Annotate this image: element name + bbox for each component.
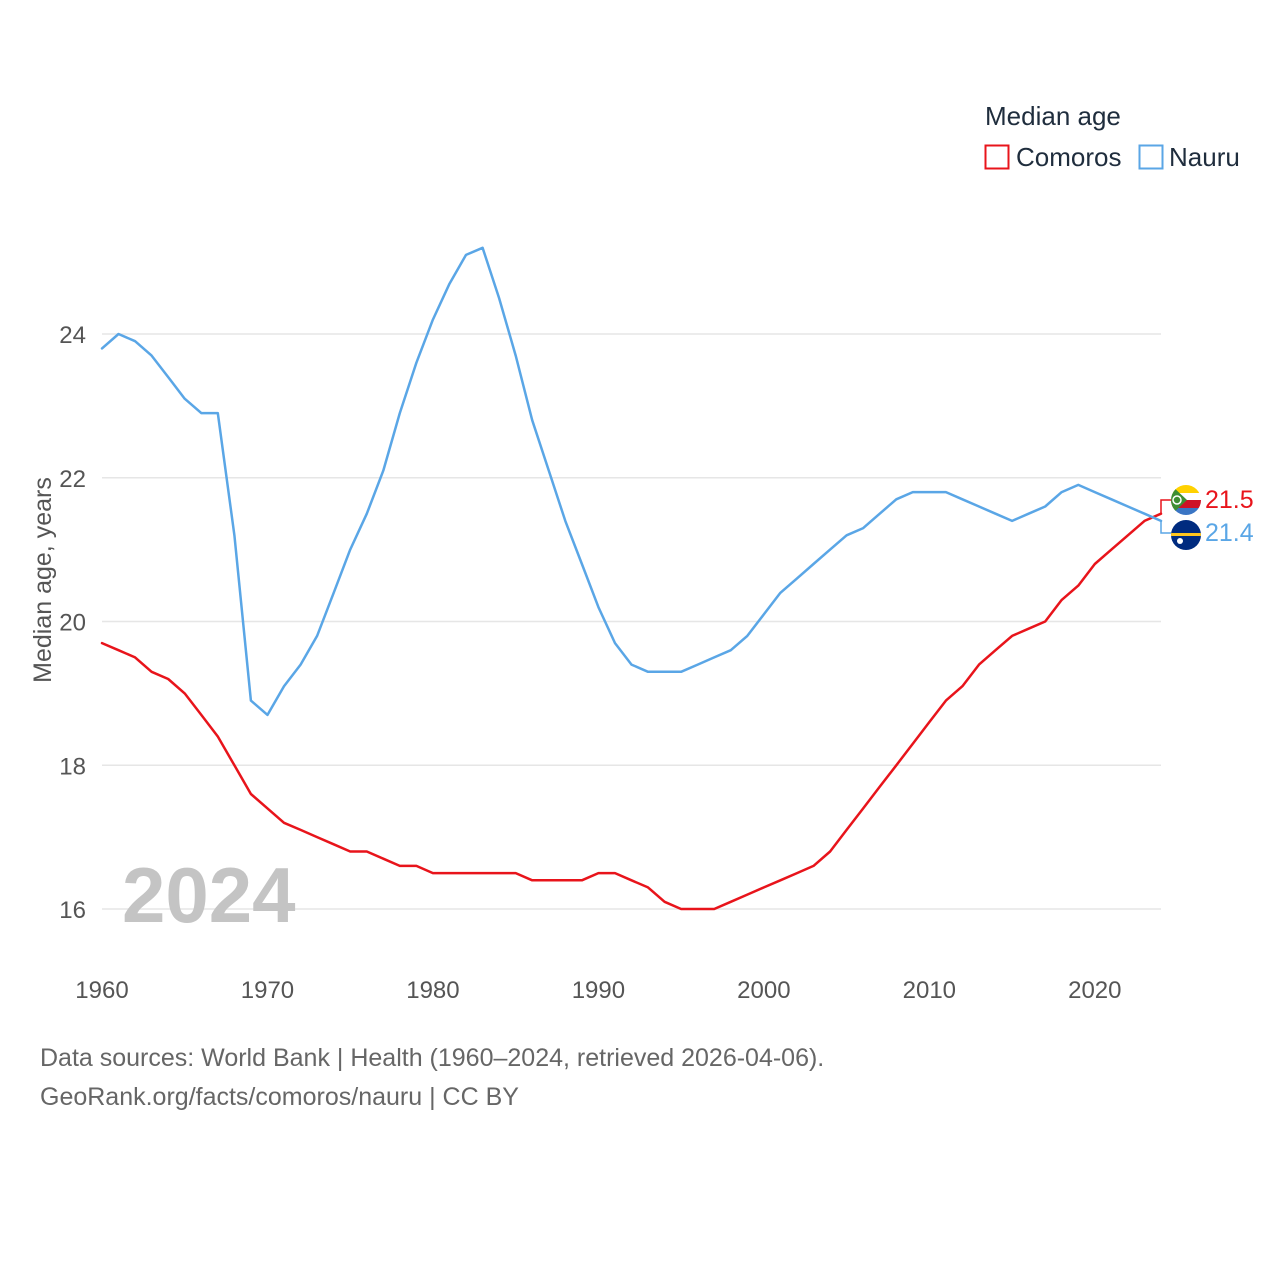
legend: Median age Comoros Nauru — [984, 101, 1240, 172]
end-value-labels: 21.5 21.4 — [1160, 486, 1254, 547]
x-tick-label: 2010 — [903, 977, 956, 1004]
y-axis-ticks: 16 18 20 22 24 — [59, 322, 86, 924]
x-tick-label: 1980 — [406, 977, 459, 1004]
series-line-comoros[interactable] — [100, 512, 1163, 911]
legend-label-nauru[interactable]: Nauru — [1169, 142, 1240, 172]
end-label-nauru: 21.4 — [1205, 519, 1254, 547]
comoros-flag-icon — [1171, 485, 1201, 515]
nauru-flag-icon — [1171, 520, 1201, 550]
x-tick-label: 2000 — [737, 977, 790, 1004]
y-axis-title: Median age, years — [29, 477, 57, 683]
y-tick-label: 22 — [59, 466, 86, 493]
legend-swatch-comoros[interactable] — [984, 144, 1010, 170]
legend-label-comoros[interactable]: Comoros — [1016, 142, 1121, 172]
y-tick-label: 16 — [59, 897, 86, 924]
y-tick-label: 20 — [59, 610, 86, 637]
x-axis-ticks: 1960 1970 1980 1990 2000 2010 2020 — [75, 977, 1121, 1004]
series-line-nauru[interactable] — [100, 246, 1163, 717]
y-tick-label: 24 — [59, 322, 86, 349]
x-tick-label: 2020 — [1068, 977, 1121, 1004]
legend-swatch-nauru[interactable] — [1138, 144, 1164, 170]
x-tick-label: 1990 — [572, 977, 625, 1004]
grid-lines — [102, 333, 1161, 910]
x-tick-label: 1970 — [241, 977, 294, 1004]
footer-attribution: GeoRank.org/facts/comoros/nauru | CC BY — [40, 1083, 519, 1111]
x-tick-label: 1960 — [75, 977, 128, 1004]
legend-title: Median age — [985, 101, 1121, 131]
end-connector-comoros — [1160, 499, 1171, 514]
end-connector-nauru — [1160, 520, 1171, 534]
y-tick-label: 18 — [59, 753, 86, 780]
series-lines — [100, 246, 1163, 911]
footer-sources: Data sources: World Bank | Health (1960–… — [40, 1044, 825, 1072]
year-watermark: 2024 — [122, 851, 296, 939]
end-label-comoros: 21.5 — [1205, 486, 1254, 514]
